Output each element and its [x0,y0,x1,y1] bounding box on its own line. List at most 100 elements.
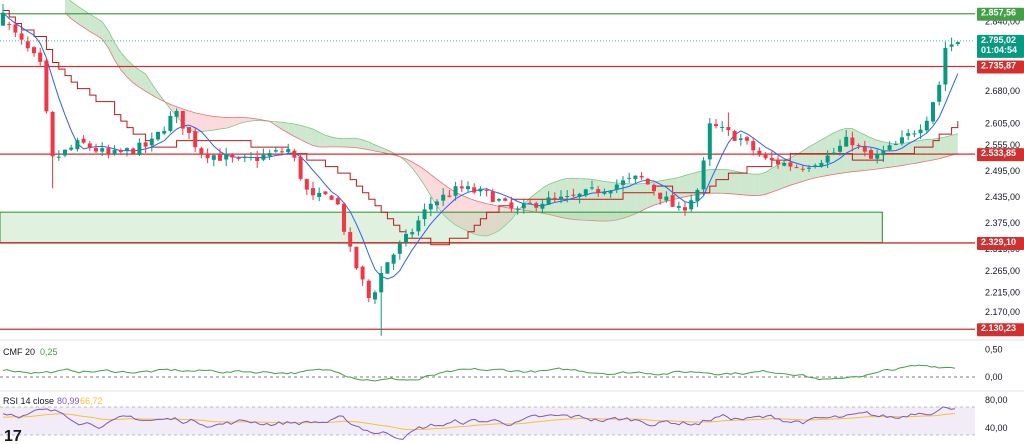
candle-body [701,160,706,190]
cloud-segment [914,140,921,164]
current-price-tag-bg [977,34,1024,58]
cloud-segment [722,169,729,194]
candle-body [416,220,421,232]
cloud-segment [629,183,636,217]
candle-body [236,157,241,159]
candle-body [143,142,148,147]
candle-body [156,131,160,140]
cloud-segment [759,172,766,196]
level-tag-1-text: 2.735,87 [981,61,1016,71]
cloud-segment [468,197,475,235]
candle-body [546,197,551,205]
level-tag-3: 2.329,10 [977,236,1024,250]
cloud-segment [83,10,90,32]
candle-body [273,150,278,152]
cloud-segment [306,127,313,146]
rsi-label: RSI 14 close [3,396,54,406]
candle-body [645,178,650,185]
candle-body [887,145,892,150]
cmf-label: CMF 20 [3,347,35,357]
cloud-segment [356,138,363,149]
candle-body [94,147,98,152]
candle-body [466,186,470,190]
candle-body [218,154,222,161]
candle-body [311,188,315,196]
level-tag-2-text: 2.533,85 [981,148,1016,158]
candle-body [87,143,92,149]
candle-body [838,145,842,152]
cloud-segment [77,5,84,28]
candle-body [937,84,942,102]
cloud-segment [616,182,623,220]
candle-body [447,195,452,197]
candle-body [323,191,328,195]
candle-body [670,195,675,207]
cloud-segment [449,188,456,225]
level-tag-1-bg [977,60,1024,74]
candle-body [267,153,272,157]
cloud-segment [139,69,146,92]
candle-body [174,110,179,117]
candle-body [317,192,322,197]
candle-body [69,147,74,150]
candle-body [807,167,811,169]
cloud-segment [207,115,214,131]
cloud-segment [685,173,692,197]
candle-body [850,137,855,146]
candle-body [738,138,743,140]
candle-body [242,157,247,159]
candle-body [763,154,768,159]
support-zone [0,211,883,244]
candle-body [75,140,80,150]
cloud-segment [678,175,685,199]
cmf-line [2,364,956,382]
candle-body [13,24,18,33]
cloud-segment [331,137,338,147]
candle-body [732,131,737,141]
candle-body [435,201,439,206]
cloud-segment [145,73,152,96]
candle-body [261,154,266,160]
cloud-segment [275,121,282,130]
candle-body [869,150,873,159]
cloud-segment [114,42,121,70]
candle-body [540,203,545,209]
candle-body [893,143,898,145]
candle-body [695,189,700,201]
candle-body [199,148,204,155]
cloud-segment [753,174,760,196]
cmf-tick-label: 0,00 [985,372,1003,382]
candle-body [360,266,365,280]
candle-body [788,162,793,167]
candle-body [106,148,111,154]
current-price-tag-text: 2.795,02 [981,35,1016,45]
candle-body [230,154,235,158]
candle-body [335,198,340,205]
candle-body [391,254,396,264]
candle-body [410,232,415,235]
cloud-segment [709,169,716,194]
level-tag-3-bg [977,236,1024,250]
candle-body [794,167,799,169]
level-tag-0: 2.857,56 [977,7,1024,21]
rsi-tick-label: 40,00 [985,423,1008,433]
cloud-segment [623,183,630,219]
level-tag-2-bg [977,148,1024,162]
cloud-segment [833,130,840,175]
cmf-value: 0,25 [40,347,58,357]
cloud-segment [908,141,915,165]
candle-body [757,150,762,156]
level-tag-3-text: 2.329,10 [981,237,1016,247]
candle-body [906,133,911,136]
candle-body [397,243,402,254]
candle-body [280,151,284,153]
cloud-segment [641,182,648,211]
candle-body [825,155,830,163]
y-tick-label: 2.375,00 [985,218,1020,228]
cloud-segment [294,123,301,140]
cloud-segment [127,59,134,83]
y-tick-label: 2.680,00 [985,86,1020,96]
rsi-value: 80,99 [57,396,80,406]
cloud-segment [771,164,778,193]
